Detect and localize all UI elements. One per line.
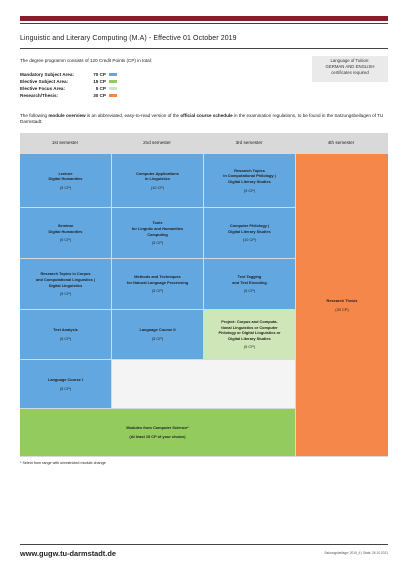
document-meta: Satzungsbeilage: 2019_II | Stats: 26.10.…	[324, 551, 388, 555]
footer-rule	[20, 544, 388, 545]
intro-text: The degree programm consists of 120 Cred…	[20, 58, 153, 63]
tuition-language-box: Language of Tuition: GERMAN AND ENGLISH …	[312, 56, 388, 82]
module-language-course-2: Language Course II (5 CP)	[112, 310, 203, 359]
color-swatch-mandatory	[109, 72, 117, 77]
footnote: * Select from range with unrestricted mo…	[20, 461, 106, 465]
module-methods-nlp: Methods and Techniques for Natural Langu…	[112, 259, 203, 309]
module-research-philology: Research Topics in Computational Philolo…	[204, 154, 295, 207]
module-language-course-1: Language Course I (5 CP)	[20, 360, 111, 408]
module-overview-note: The following module overview is an abbr…	[20, 113, 384, 124]
module-seminar-dh: Seminar Digital Humanities (5 CP)	[20, 208, 111, 258]
module-computer-applications: Computer Applications in Linguistics (10…	[112, 154, 203, 207]
top-rule	[20, 23, 388, 24]
color-swatch-focus	[109, 86, 117, 91]
top-accent-bar	[20, 16, 388, 21]
credit-row-elective: Elective Subject Area: 15 CP	[20, 78, 117, 85]
website-link[interactable]: www.gugw.tu-darmstadt.de	[20, 549, 116, 558]
credit-summary: Mandatory Subject Area: 70 CP Elective S…	[20, 71, 117, 99]
module-computer-philology: Computer Philology | Digital Literary St…	[204, 208, 295, 258]
empty-slot	[112, 360, 295, 408]
title-rule	[20, 48, 388, 49]
module-research-corpus: Research Topics in Corpus and Computatio…	[20, 259, 111, 309]
credit-row-focus: Elective Focus Area: 5 CP	[20, 85, 117, 92]
color-swatch-elective	[109, 79, 117, 84]
credit-row-mandatory: Mandatory Subject Area: 70 CP	[20, 71, 117, 78]
module-text-tagging: Text Tagging and Text Encoding (5 CP)	[204, 259, 295, 309]
semester-header-2: 2nd semester	[143, 140, 171, 145]
module-project: Project: Corpus and Computa- tional Ling…	[204, 310, 295, 359]
color-swatch-research	[109, 93, 117, 98]
semester-header-3: 3rd semester	[235, 140, 263, 145]
credit-row-research: Research/Thesis: 30 CP	[20, 92, 117, 99]
module-tools-computing: Tools for Lingutic and Humanities Comput…	[112, 208, 203, 258]
module-computer-science: Modules from Computer Science* (At least…	[20, 409, 295, 456]
page-title: Linguistic and Literary Computing (M.A) …	[20, 35, 237, 42]
module-lecture-dh: Lecture Digital Humanities (5 CP)	[20, 154, 111, 207]
semester-header-1: 1st semester	[51, 140, 79, 145]
module-research-thesis: Research Thesis (30 CP)	[296, 154, 388, 456]
semester-header-4: 4th semester	[327, 140, 355, 145]
module-text-analysis: Text Analysis (5 CP)	[20, 310, 111, 359]
